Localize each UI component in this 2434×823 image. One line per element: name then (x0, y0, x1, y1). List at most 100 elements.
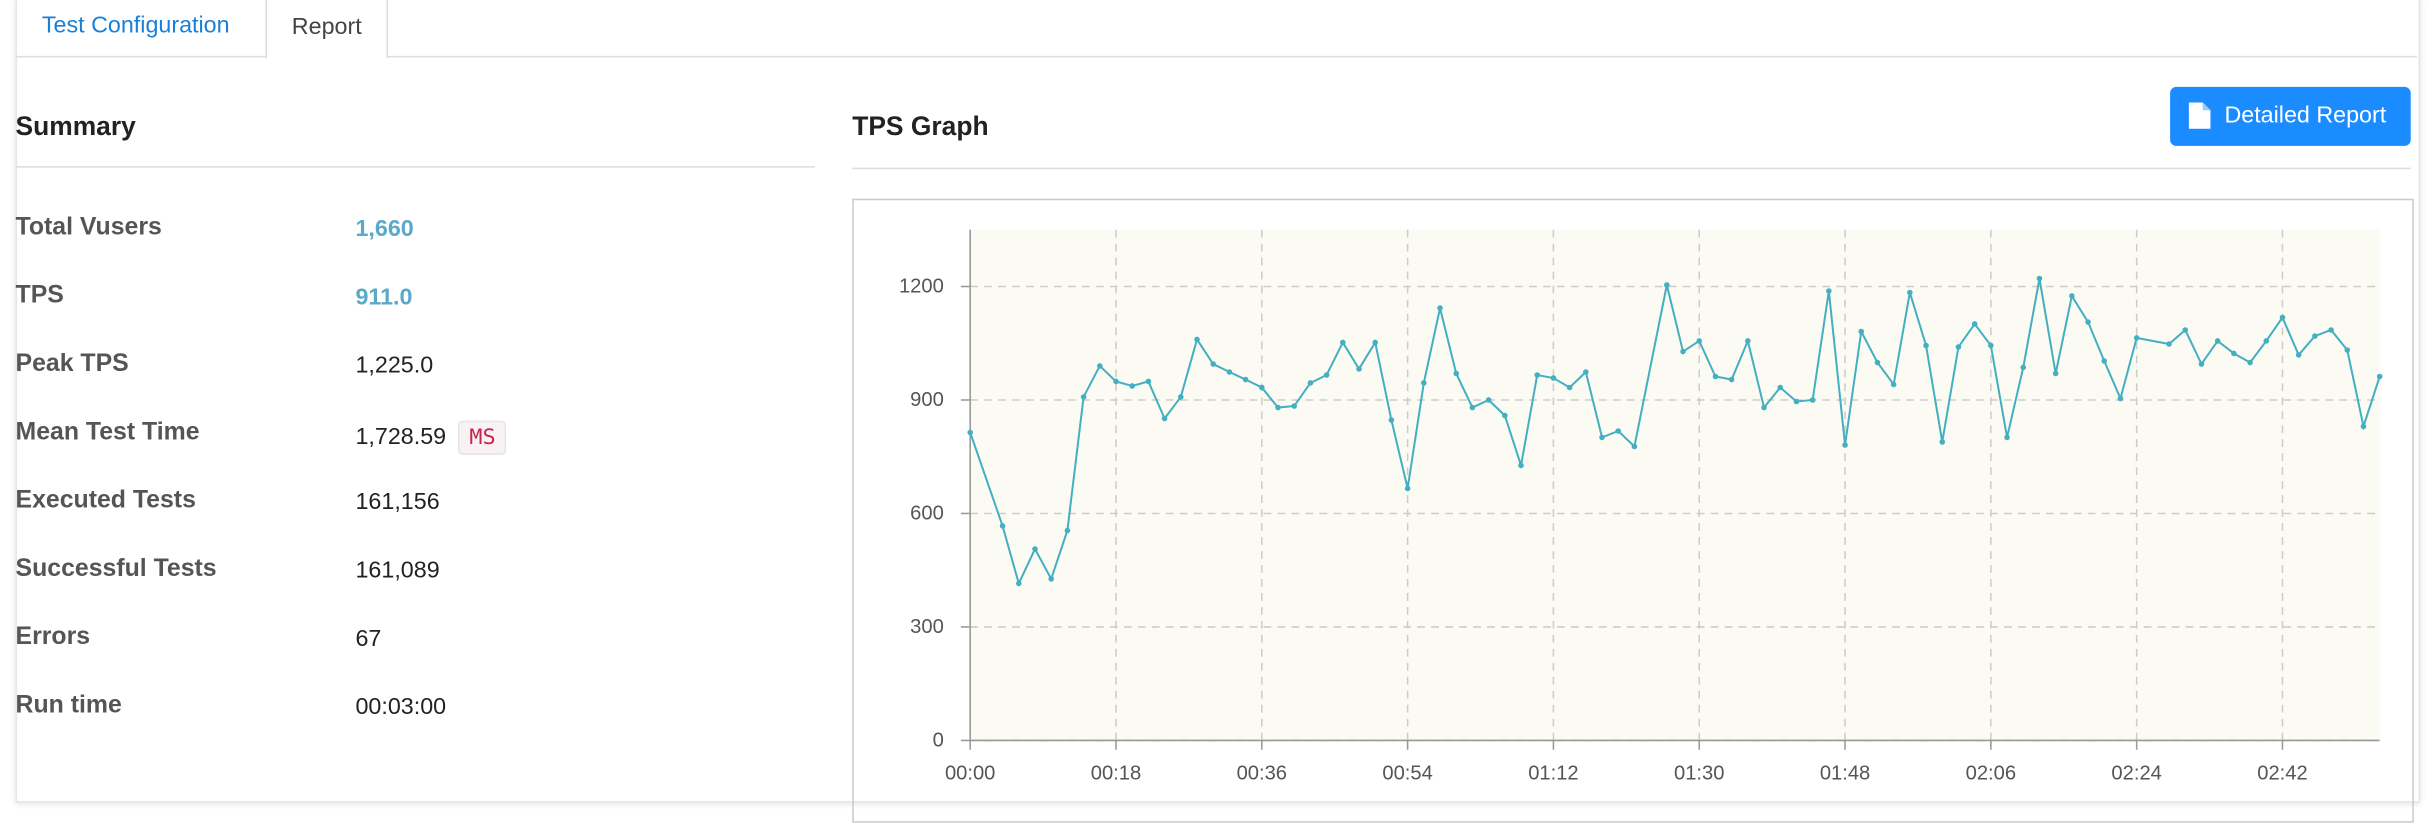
data-point (2214, 338, 2221, 344)
summary-label: Executed Tests (15, 487, 196, 514)
data-point (2198, 361, 2205, 367)
data-point (1015, 580, 1022, 587)
x-tick-label: 02:42 (2257, 762, 2307, 784)
data-point (1809, 397, 1816, 403)
data-point (1566, 384, 1573, 391)
summary-label: Run time (15, 692, 122, 719)
data-point (1129, 383, 1135, 389)
data-point (1696, 338, 1703, 344)
data-point (2360, 423, 2367, 430)
summary-value: 1,660 (355, 216, 413, 242)
tab-active[interactable]: Report (265, 0, 389, 59)
data-point (1583, 369, 1589, 375)
data-point (1712, 373, 1719, 380)
summary-label: Mean Test Time (15, 419, 200, 446)
data-point (1388, 417, 1395, 423)
data-point (1032, 546, 1038, 552)
y-tick-label: 1200 (899, 276, 944, 298)
data-point (2133, 335, 2140, 341)
data-point (1259, 384, 1265, 391)
summary-label: Peak TPS (15, 350, 129, 378)
data-point (1080, 394, 1087, 400)
summary-value: 161,089 (355, 557, 439, 583)
y-tick-label: 300 (910, 616, 944, 638)
data-point (2295, 352, 2302, 358)
x-tick-label: 00:54 (1382, 762, 1432, 784)
data-point (1728, 376, 1735, 383)
summary-value-text: 67 (355, 625, 382, 652)
data-point (1097, 363, 1103, 369)
data-point (1226, 369, 1233, 375)
data-point (2052, 370, 2059, 377)
data-point (2085, 319, 2091, 325)
data-point (1291, 403, 1298, 409)
detailed-report-button[interactable]: Detailed Report (2170, 86, 2411, 146)
data-point (1064, 527, 1071, 534)
data-point (2166, 341, 2172, 347)
summary-value-text: 1,660 (355, 215, 414, 243)
x-tick-label: 01:48 (1820, 762, 1870, 784)
data-point (2117, 395, 2124, 402)
data-point (1210, 361, 1216, 367)
summary-label: TPS (15, 282, 64, 309)
data-point (1404, 485, 1411, 492)
x-tick-label: 01:30 (1674, 762, 1724, 784)
file-icon (2188, 102, 2211, 129)
summary-value-text: 1,225.0 (355, 352, 434, 379)
summary-value: 1,225.0 (355, 352, 433, 378)
summary-value: 911.0 (355, 284, 412, 310)
data-point (1161, 415, 1168, 422)
data-point (1826, 288, 1832, 294)
data-point (1356, 366, 1362, 372)
data-point (1907, 289, 1913, 296)
summary-value-text: 00:03:00 (355, 693, 447, 721)
data-point (1469, 404, 1476, 411)
data-point (1777, 384, 1784, 391)
summary-value: 1,728.59 MS (355, 420, 507, 455)
button-label: Detailed Report (2224, 102, 2387, 129)
data-point (1680, 348, 1686, 355)
tab[interactable]: Test Configuration (41, 12, 230, 39)
summary-value-text: 161,089 (355, 557, 440, 584)
data-point (1923, 342, 1929, 349)
data-point (1372, 339, 1379, 346)
data-point (2376, 373, 2383, 380)
data-point (2344, 347, 2351, 353)
data-point (2312, 333, 2318, 339)
data-point (1340, 339, 1346, 346)
plot-area (970, 229, 2380, 741)
section-title: TPS Graph (852, 111, 989, 142)
data-point (2020, 364, 2027, 371)
data-point (2182, 327, 2189, 333)
data-point (1793, 398, 1800, 405)
data-point (1421, 380, 1427, 386)
data-point (1955, 344, 1962, 350)
data-point (1939, 439, 1946, 445)
data-point (1761, 404, 1767, 411)
data-point (2328, 327, 2334, 333)
data-point (2247, 359, 2253, 366)
data-point (1275, 404, 1281, 411)
data-point (2101, 358, 2108, 364)
x-tick-label: 01:12 (1528, 762, 1578, 784)
data-point (1178, 394, 1184, 400)
data-point (2036, 275, 2043, 282)
data-point (2004, 434, 2010, 441)
data-point (1971, 321, 1978, 327)
summary-value: 67 (355, 626, 381, 652)
data-point (1242, 376, 1249, 383)
unit-badge: MS (458, 420, 507, 455)
summary-value: 00:03:00 (355, 694, 446, 720)
data-point (1048, 576, 1054, 582)
data-point (1307, 380, 1314, 386)
data-point (1323, 372, 1330, 378)
data-point (2279, 314, 2286, 321)
data-point (1145, 378, 1152, 385)
data-point (1437, 305, 1443, 311)
data-point (1664, 282, 1670, 288)
data-point (1631, 443, 1638, 450)
data-point (2231, 350, 2237, 357)
y-tick-label: 600 (910, 503, 944, 525)
data-point (1502, 412, 1508, 419)
